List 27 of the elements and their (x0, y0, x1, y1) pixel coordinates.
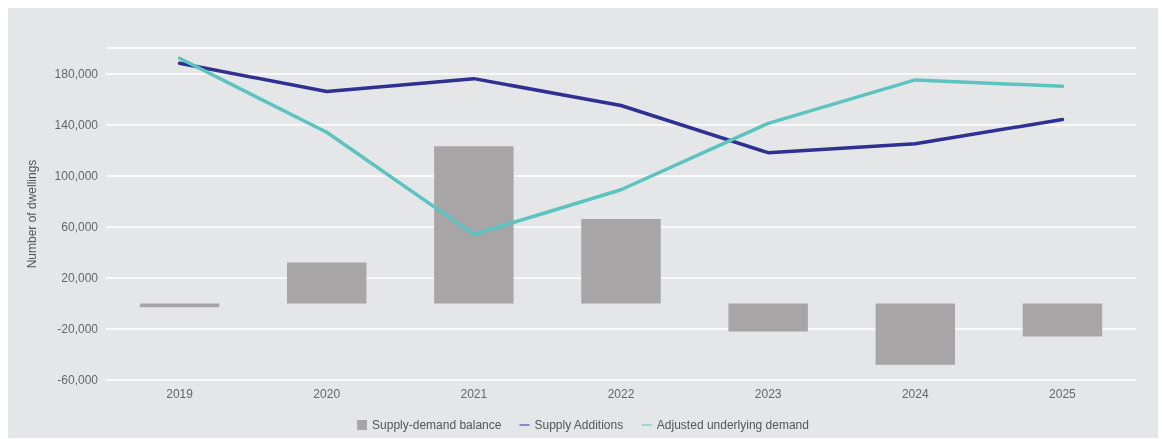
x-tick-label: 2022 (607, 387, 635, 401)
y-axis-title: Number of dwellings (25, 159, 39, 269)
bar (581, 219, 661, 304)
bar (728, 303, 808, 332)
y-tick-label: -20,000 (57, 321, 99, 336)
legend-label: Adjusted underlying demand (656, 418, 809, 432)
bar (434, 146, 514, 304)
y-tick-label: 20,000 (61, 270, 99, 285)
legend-label: Supply Additions (534, 418, 624, 432)
y-tick-label: 60,000 (61, 219, 99, 234)
line-series (177, 61, 1065, 155)
y-tick-label: 180,000 (54, 66, 99, 81)
y-tick-label: -60,000 (57, 373, 99, 387)
bar (286, 262, 367, 304)
x-tick-label: 2020 (313, 387, 341, 401)
legend-label: Supply-demand balance (372, 418, 502, 432)
line-series (177, 56, 1065, 237)
bar (1022, 303, 1103, 337)
bar (139, 303, 220, 308)
x-tick-label: 2025 (1049, 387, 1077, 401)
y-tick-label: 140,000 (54, 117, 99, 132)
bar (875, 303, 956, 365)
x-tick-label: 2024 (901, 387, 929, 401)
x-tick-label: 2023 (754, 387, 782, 401)
x-tick-label: 2021 (460, 387, 488, 401)
y-tick-label: 100,000 (54, 168, 99, 183)
x-tick-label: 2019 (166, 387, 194, 401)
